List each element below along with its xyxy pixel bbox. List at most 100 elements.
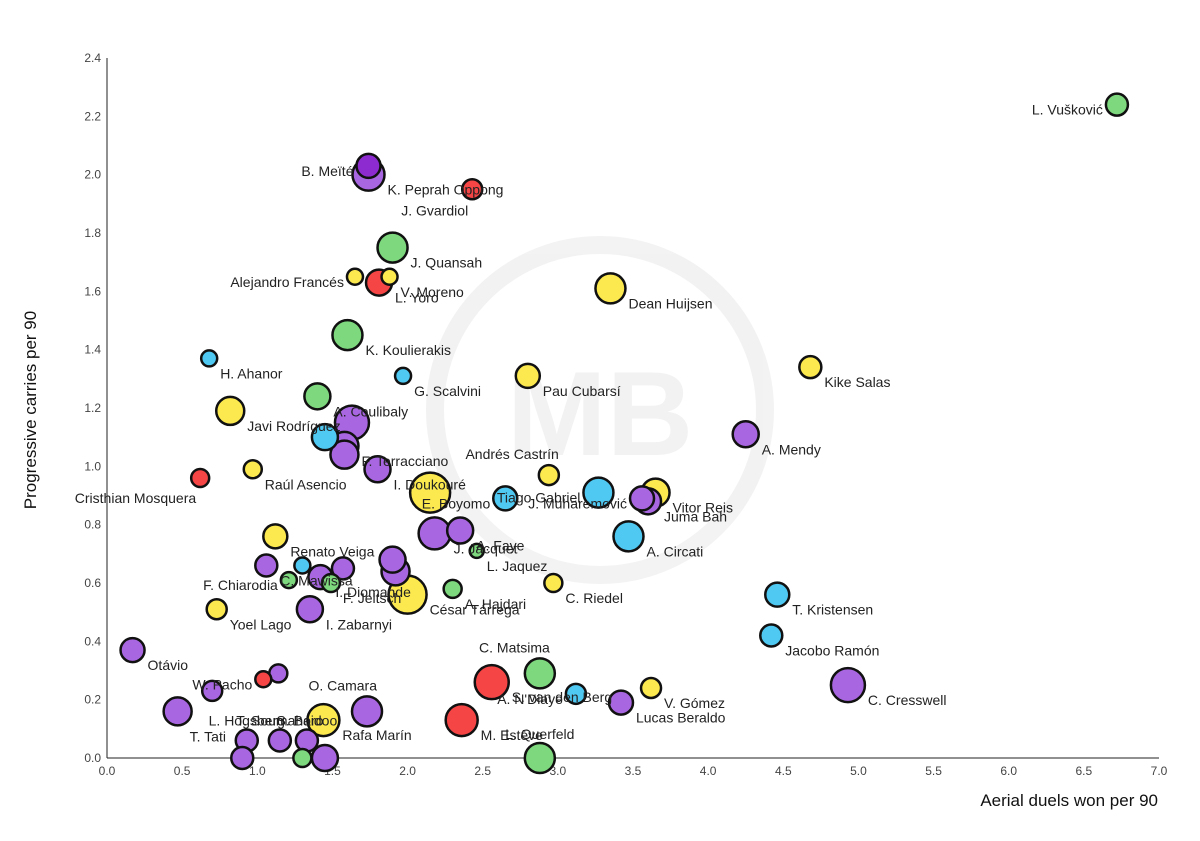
point-label: Jacobo Ramón (785, 643, 879, 659)
data-point[interactable] (628, 485, 656, 512)
y-tick-label: 1.2 (84, 401, 101, 415)
x-tick-label: 0.0 (99, 764, 116, 778)
data-point[interactable] (523, 657, 557, 690)
point-label: I. Zabarnyi (326, 616, 392, 632)
point-label: S. van den Berg (512, 689, 612, 705)
data-point[interactable] (523, 741, 557, 775)
data-point[interactable] (254, 553, 279, 578)
data-point[interactable] (468, 542, 485, 560)
data-point[interactable] (306, 702, 341, 738)
point-label: L. Vušković (1032, 102, 1103, 118)
data-point[interactable] (444, 702, 479, 738)
data-point[interactable] (363, 455, 392, 484)
data-point[interactable] (798, 354, 823, 380)
x-tick-label: 3.5 (625, 764, 642, 778)
data-point[interactable] (607, 689, 635, 716)
data-point[interactable] (460, 178, 484, 201)
x-axis-title: Aerial duels won per 90 (980, 791, 1158, 810)
data-point[interactable] (473, 663, 510, 701)
data-point[interactable] (378, 545, 407, 574)
point-label: O. Camara (309, 677, 378, 693)
point-label: B. Meïté (301, 163, 353, 179)
data-point[interactable] (331, 318, 364, 352)
data-point[interactable] (543, 572, 564, 594)
data-point[interactable] (330, 556, 356, 581)
data-point[interactable] (294, 728, 320, 753)
data-point[interactable] (254, 670, 273, 689)
point-label: F. Chiarodia (203, 577, 278, 593)
point-label: C. Cresswell (868, 692, 947, 708)
point-label: I. Doukouré (394, 476, 467, 492)
point-label: K. Koulierakis (365, 342, 451, 358)
data-point[interactable] (242, 459, 264, 480)
data-point[interactable] (355, 152, 382, 180)
y-axis-title: Progressive carries per 90 (21, 311, 40, 509)
data-point[interactable] (639, 676, 663, 700)
x-tick-label: 6.5 (1076, 764, 1093, 778)
point-label: T. Soumahoro (236, 713, 323, 729)
data-point[interactable] (537, 463, 561, 487)
data-point[interactable] (393, 366, 413, 386)
point-label: Juma Bah (664, 508, 727, 524)
data-point[interactable] (262, 523, 289, 550)
point-label: A. Mendy (762, 441, 821, 457)
data-point[interactable] (295, 595, 325, 624)
point-label: Javi Rodríguez (247, 418, 340, 434)
y-tick-label: 2.0 (84, 168, 101, 182)
data-point[interactable] (594, 272, 627, 305)
data-point[interactable] (350, 695, 384, 728)
point-label: Renato Veiga (290, 543, 374, 559)
data-point[interactable] (442, 578, 463, 600)
data-point[interactable] (329, 439, 360, 470)
data-point[interactable] (1104, 92, 1130, 117)
data-point[interactable] (310, 743, 340, 773)
point-label: T. Tati (190, 728, 226, 744)
point-label: A. Circati (646, 543, 703, 559)
data-point[interactable] (320, 572, 342, 594)
point-label: K. Peprah Oppong (387, 182, 503, 198)
point-label: C. Mawissa (280, 573, 353, 589)
point-label: Otávio (148, 657, 189, 673)
point-label: A. Hajdari (465, 596, 526, 612)
data-point[interactable] (189, 467, 211, 489)
data-point[interactable] (829, 666, 867, 704)
data-point[interactable] (445, 516, 475, 545)
point-label: J. Jacquet (454, 540, 518, 556)
x-tick-label: 3.0 (550, 764, 567, 778)
y-tick-label: 0.0 (84, 751, 101, 765)
point-label: Yoel Lago (230, 616, 292, 632)
data-point[interactable] (764, 581, 791, 608)
point-label: M. Estève (481, 727, 543, 743)
data-point[interactable] (492, 485, 519, 512)
point-label: Rafa Marín (342, 727, 411, 743)
data-point[interactable] (759, 623, 784, 648)
data-point[interactable] (380, 267, 399, 286)
data-point[interactable] (292, 747, 313, 769)
data-point[interactable] (310, 422, 340, 452)
data-point[interactable] (230, 745, 255, 771)
data-point[interactable] (514, 362, 542, 390)
data-point[interactable] (731, 420, 760, 449)
point-label: A. Faye (476, 538, 524, 554)
data-point[interactable] (200, 679, 224, 703)
data-point[interactable] (199, 349, 219, 368)
point-label: V. Moreno (401, 284, 465, 300)
watermark-logo: MB (426, 236, 774, 584)
data-point[interactable] (564, 682, 588, 706)
data-point[interactable] (345, 267, 365, 286)
data-point[interactable] (417, 516, 452, 551)
data-point[interactable] (205, 598, 228, 621)
data-point[interactable] (293, 556, 312, 575)
y-tick-label: 0.4 (84, 634, 101, 648)
data-point[interactable] (279, 570, 299, 590)
data-point[interactable] (214, 395, 246, 427)
data-point[interactable] (376, 231, 409, 264)
data-point[interactable] (267, 728, 293, 753)
data-point[interactable] (408, 471, 452, 514)
data-point[interactable] (612, 520, 645, 553)
data-point[interactable] (162, 696, 193, 727)
data-point[interactable] (119, 636, 146, 664)
point-label: I. Diomande (335, 584, 411, 600)
data-point[interactable] (303, 382, 332, 411)
data-point[interactable] (582, 476, 615, 509)
